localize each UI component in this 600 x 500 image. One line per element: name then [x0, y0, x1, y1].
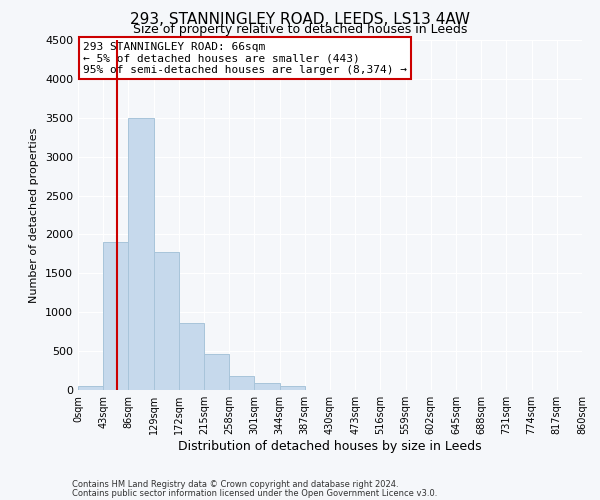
- Bar: [280, 386, 305, 390]
- Text: Contains HM Land Registry data © Crown copyright and database right 2024.: Contains HM Land Registry data © Crown c…: [72, 480, 398, 489]
- X-axis label: Distribution of detached houses by size in Leeds: Distribution of detached houses by size …: [178, 440, 482, 453]
- Text: 293, STANNINGLEY ROAD, LEEDS, LS13 4AW: 293, STANNINGLEY ROAD, LEEDS, LS13 4AW: [130, 12, 470, 28]
- Bar: [179, 323, 204, 390]
- Bar: [204, 354, 229, 390]
- Bar: [103, 242, 128, 390]
- Text: Contains public sector information licensed under the Open Government Licence v3: Contains public sector information licen…: [72, 488, 437, 498]
- Bar: [128, 118, 154, 390]
- Bar: [154, 252, 179, 390]
- Bar: [229, 376, 254, 390]
- Text: Size of property relative to detached houses in Leeds: Size of property relative to detached ho…: [133, 22, 467, 36]
- Text: 293 STANNINGLEY ROAD: 66sqm
← 5% of detached houses are smaller (443)
95% of sem: 293 STANNINGLEY ROAD: 66sqm ← 5% of deta…: [83, 42, 407, 75]
- Y-axis label: Number of detached properties: Number of detached properties: [29, 128, 40, 302]
- Bar: [78, 386, 103, 390]
- Bar: [254, 383, 280, 390]
